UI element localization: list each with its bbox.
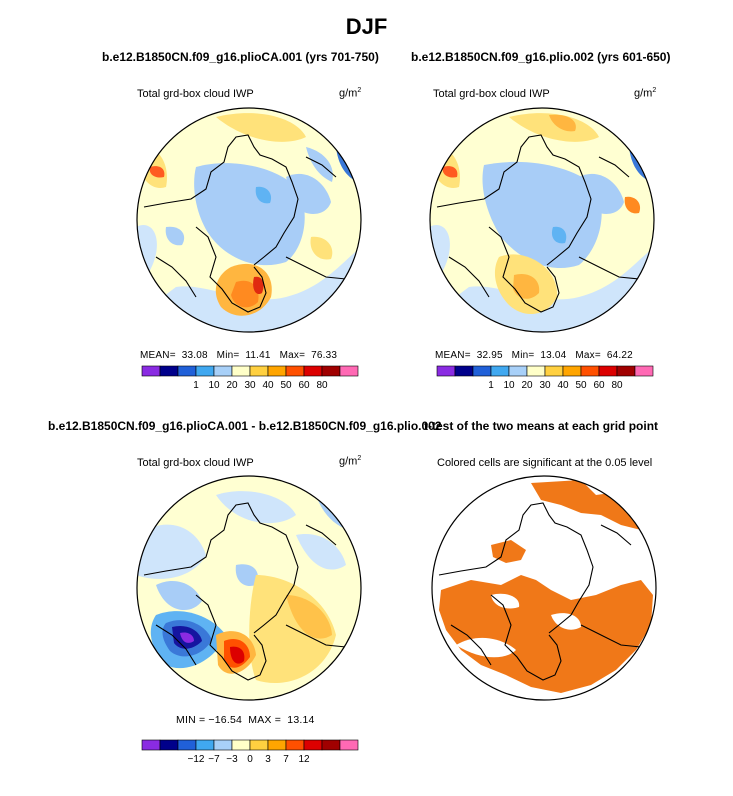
panel2-max-value: 64.22 xyxy=(606,350,633,361)
panel1-colorbar: 1 10 20 30 40 50 60 80 xyxy=(141,365,359,391)
colorbar-tick-label: 30 xyxy=(244,380,256,391)
panel4-subtitle: Colored cells are significant at the 0.0… xyxy=(437,457,653,469)
panel2-mean-label: MEAN xyxy=(435,350,465,361)
colorbar-tick-label: 40 xyxy=(262,380,274,391)
colorbar-swatch xyxy=(490,365,510,377)
panel2-colorbar: 1 10 20 30 40 50 60 80 xyxy=(436,365,654,391)
colorbar-swatch xyxy=(339,365,359,377)
panel2-stats: MEAN= 32.95 Min= 13.04 Max= 64.22 xyxy=(435,350,633,361)
panel3-polar-map xyxy=(136,475,362,701)
panel1-units-label: g/m2 xyxy=(339,87,362,100)
colorbar-tick-label: 7 xyxy=(283,754,289,765)
colorbar-tick-label: 3 xyxy=(265,754,271,765)
colorbar-swatch xyxy=(436,365,456,377)
panel1-min-value: 11.41 xyxy=(245,350,271,361)
panel1-polar-map xyxy=(136,107,362,333)
panel3-variable-label: Total grd-box cloud IWP xyxy=(137,457,254,469)
colorbar-swatch xyxy=(303,365,323,377)
panel2-max-label: Max xyxy=(575,350,595,361)
colorbar-swatch xyxy=(231,365,251,377)
panel1-variable-label: Total grd-box cloud IWP xyxy=(137,88,254,100)
colorbar-swatch xyxy=(580,365,600,377)
colorbar-swatch xyxy=(195,365,215,377)
panel1-stats: MEAN= 33.08 Min= 11.41 Max= 76.33 xyxy=(140,350,338,361)
panel3-units-label: g/m2 xyxy=(339,455,362,468)
colorbar-swatch xyxy=(454,365,474,377)
colorbar-tick-label: 1 xyxy=(193,380,199,391)
colorbar-tick-label: 10 xyxy=(503,380,515,391)
colorbar-swatch xyxy=(616,365,636,377)
colorbar-swatch xyxy=(249,739,269,751)
panel1-max-label: Max xyxy=(279,350,300,361)
colorbar-swatch xyxy=(213,365,233,377)
colorbar-tick-label: −3 xyxy=(226,754,238,765)
colorbar-swatch xyxy=(177,365,197,377)
panel2-min-label: Min xyxy=(511,350,529,361)
colorbar-tick-label: 20 xyxy=(521,380,533,391)
colorbar-swatch xyxy=(339,739,359,751)
panel1-experiment-title: b.e12.B1850CN.f09_g16.plioCA.001 (yrs 70… xyxy=(102,50,379,64)
colorbar-tick-label: 40 xyxy=(557,380,569,391)
colorbar-tick-label: 80 xyxy=(316,380,328,391)
colorbar-swatch xyxy=(141,365,161,377)
colorbar-swatch xyxy=(213,739,233,751)
panel3-colorbar: −12 −7 −3 0 3 7 12 xyxy=(141,739,359,765)
colorbar-swatch xyxy=(598,365,618,377)
colorbar-swatch xyxy=(526,365,546,377)
panel2-experiment-title: b.e12.B1850CN.f09_g16.plio.002 (yrs 601-… xyxy=(411,50,671,64)
panel2-mean-value: 32.95 xyxy=(476,350,503,361)
colorbar-swatch xyxy=(508,365,528,377)
panel2-min-value: 13.04 xyxy=(540,350,567,361)
colorbar-tick-label: 30 xyxy=(539,380,551,391)
colorbar-swatch xyxy=(159,739,179,751)
colorbar-swatch xyxy=(634,365,654,377)
colorbar-tick-label: −12 xyxy=(188,754,205,765)
colorbar-tick-label: 50 xyxy=(280,380,292,391)
colorbar-swatch xyxy=(249,365,269,377)
panel4-significance-map xyxy=(431,475,657,701)
colorbar-swatch xyxy=(267,365,287,377)
colorbar-swatch xyxy=(303,739,323,751)
colorbar-swatch xyxy=(141,739,161,751)
colorbar-tick-label: 50 xyxy=(575,380,587,391)
colorbar-tick-label: −7 xyxy=(208,754,220,765)
colorbar-swatch xyxy=(562,365,582,377)
panel1-mean-value: 33.08 xyxy=(181,350,208,361)
colorbar-tick-label: 60 xyxy=(593,380,605,391)
colorbar-swatch xyxy=(231,739,251,751)
figure-title: DJF xyxy=(345,14,388,39)
colorbar-tick-label: 80 xyxy=(611,380,623,391)
colorbar-swatch xyxy=(321,739,341,751)
colorbar-tick-label: 1 xyxy=(488,380,494,391)
panel2-polar-map xyxy=(429,107,655,333)
panel4-title: t-test of the two means at each grid poi… xyxy=(424,419,659,433)
panel1-max-value: 76.33 xyxy=(311,350,338,361)
panel2-units-label: g/m2 xyxy=(634,87,657,100)
panel1-mean-label: MEAN xyxy=(140,350,170,361)
colorbar-swatch xyxy=(267,739,287,751)
panel3-experiment-title: b.e12.B1850CN.f09_g16.plioCA.001 - b.e12… xyxy=(48,419,442,433)
colorbar-swatch xyxy=(195,739,215,751)
colorbar-tick-label: 12 xyxy=(298,754,310,765)
colorbar-tick-label: 10 xyxy=(208,380,220,391)
colorbar-swatch xyxy=(321,365,341,377)
colorbar-tick-label: 0 xyxy=(247,754,253,765)
colorbar-tick-label: 20 xyxy=(226,380,238,391)
colorbar-swatch xyxy=(285,739,305,751)
colorbar-swatch xyxy=(472,365,492,377)
panel1-min-label: Min xyxy=(216,350,234,361)
colorbar-swatch xyxy=(159,365,179,377)
panel2-variable-label: Total grd-box cloud IWP xyxy=(433,88,550,100)
colorbar-swatch xyxy=(285,365,305,377)
panel3-stats: MIN = −16.54 MAX = 13.14 xyxy=(176,714,315,726)
colorbar-tick-label: 60 xyxy=(298,380,310,391)
colorbar-swatch xyxy=(177,739,197,751)
colorbar-swatch xyxy=(544,365,564,377)
